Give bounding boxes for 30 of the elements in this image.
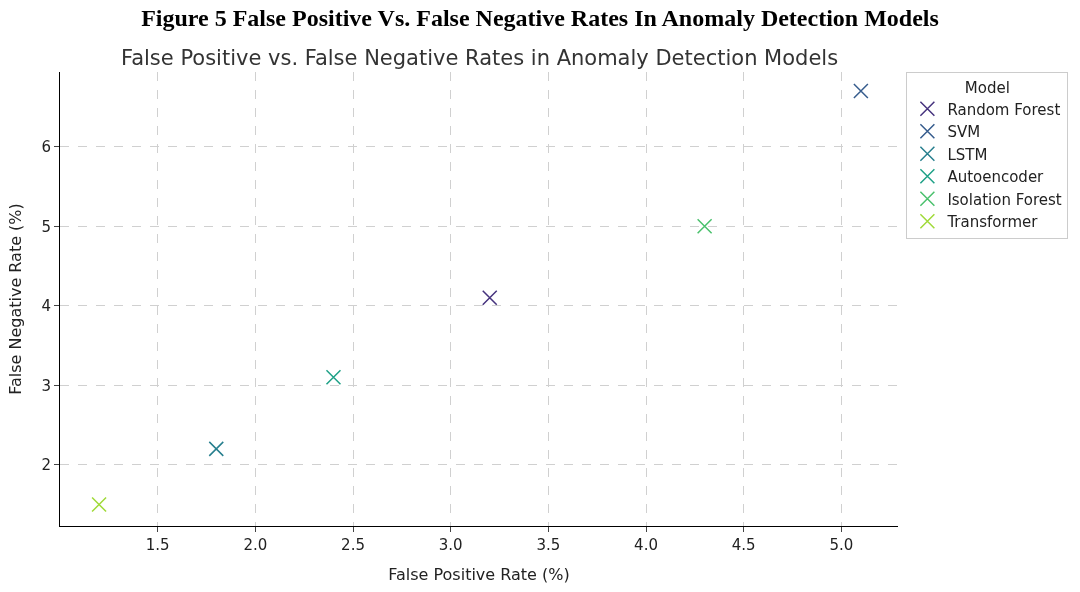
legend-title: Model <box>964 78 1010 97</box>
point <box>481 290 498 306</box>
chart-subtitle: False Positive vs. False Negative Rates in Anomaly Detection Models <box>121 46 839 70</box>
point <box>696 218 713 234</box>
y-tick-label: 5 <box>41 217 51 236</box>
x-tick-label: 1.5 <box>145 536 170 554</box>
x-tick-label: 5.0 <box>829 536 854 554</box>
y-tick-label: 2 <box>41 456 51 475</box>
y-tick-label: 6 <box>41 137 51 156</box>
x-tick-label: 3.0 <box>438 536 463 554</box>
x-tick-label: 4.5 <box>731 536 756 554</box>
x-axis-title: False Positive Rate (%) <box>388 564 570 584</box>
x-tick-label: 2.0 <box>243 536 268 554</box>
legend-label: Random Forest <box>947 100 1061 119</box>
point <box>853 83 869 99</box>
legend-label: Autoencoder <box>947 168 1045 187</box>
point <box>208 441 225 457</box>
legend-label: Transformer <box>946 213 1039 232</box>
x-tick-label: 3.5 <box>536 536 561 554</box>
chart-title: Figure 5 False Positive Vs. False Negative Rates In Anomaly Detection Models <box>141 4 939 31</box>
legend-label: SVM <box>947 123 981 142</box>
point <box>325 369 342 386</box>
point <box>91 496 107 513</box>
y-tick-label: 4 <box>41 297 51 316</box>
x-tick-label: 2.5 <box>341 536 365 554</box>
legend-label: LSTM <box>947 145 988 164</box>
legend-label: Isolation Forest <box>947 190 1062 209</box>
y-axis-title: False Negative Rate (%) <box>6 203 26 395</box>
y-tick-label: 3 <box>41 376 51 395</box>
x-tick-label: 4.0 <box>634 536 658 554</box>
